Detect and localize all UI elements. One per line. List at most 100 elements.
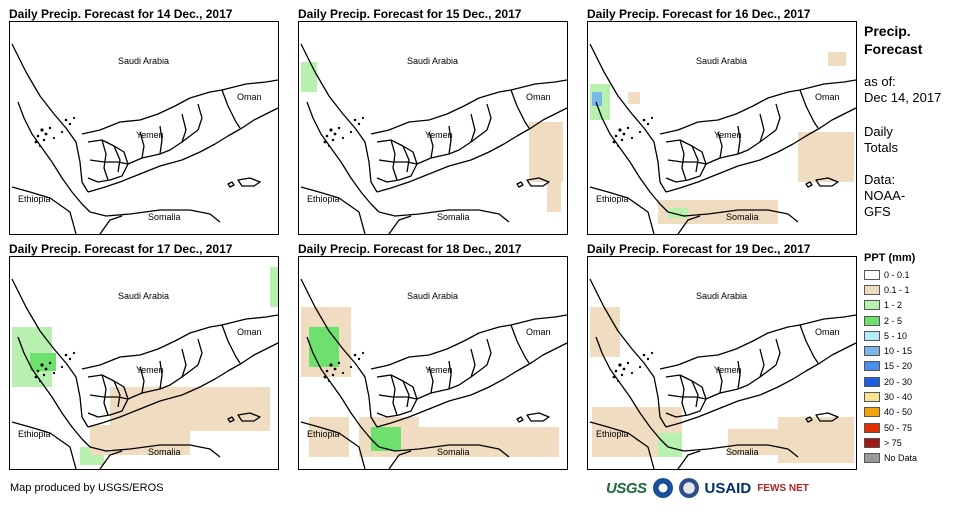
legend-item: 15 - 20 (864, 359, 917, 374)
forecast-panel-18-dec: Daily Precip. Forecast for 18 Dec., 2017… (298, 242, 568, 472)
legend-swatch (864, 453, 880, 464)
info-sidebar: Precip. Forecast as of: Dec 14, 2017 Dai… (864, 22, 964, 220)
label-somalia: Somalia (726, 212, 759, 222)
noaa-logo-icon (652, 478, 673, 498)
legend-item: 2 - 5 (864, 313, 917, 328)
legend-label: 5 - 10 (884, 330, 908, 341)
label-somalia: Somalia (726, 447, 759, 457)
precip-area (547, 182, 561, 212)
map-canvas (300, 278, 567, 469)
legend-item: 0 - 0.1 (864, 267, 917, 282)
map: Saudi Arabia Oman Yemen Ethiopia Somalia (9, 256, 279, 470)
panel-title: Daily Precip. Forecast for 17 Dec., 2017 (9, 242, 233, 256)
dhs-seal-icon (678, 478, 699, 498)
panel-title: Daily Precip. Forecast for 16 Dec., 2017 (587, 7, 811, 21)
map-canvas (300, 43, 567, 234)
map: Saudi Arabia Oman Yemen Ethiopia Somalia (9, 21, 279, 235)
map-canvas (11, 267, 278, 469)
label-somalia: Somalia (148, 212, 181, 222)
map: Saudi Arabia Oman Yemen Ethiopia Somalia (298, 256, 568, 470)
label-yemen: Yemen (136, 130, 164, 140)
asof-date: Dec 14, 2017 (864, 90, 942, 105)
precip-area (590, 307, 620, 357)
legend-item: 0.1 - 1 (864, 282, 917, 297)
label-ethiopia: Ethiopia (307, 429, 340, 439)
label-oman: Oman (815, 327, 840, 337)
legend-label: 0.1 - 1 (884, 284, 910, 295)
precip-area (668, 208, 688, 218)
forecast-panel-19-dec: Daily Precip. Forecast for 19 Dec., 2017… (587, 242, 857, 472)
legend-item: 50 - 75 (864, 420, 917, 435)
precip-area (728, 429, 778, 455)
totals-line2: Totals (864, 140, 898, 155)
heading-line2: Forecast (864, 41, 923, 57)
data-label: Data: (864, 172, 896, 187)
precip-area (301, 62, 317, 92)
label-saudi-arabia: Saudi Arabia (118, 291, 170, 301)
label-oman: Oman (237, 327, 262, 337)
legend-label: 15 - 20 (884, 361, 913, 372)
forecast-panel-14-dec: Daily Precip. Forecast for 14 Dec., 2017… (9, 7, 279, 237)
precip-area (778, 417, 854, 463)
map-credit: Map produced by USGS/EROS (10, 482, 164, 494)
precip-area (309, 417, 349, 457)
legend-swatch (864, 315, 880, 326)
legend-item: 1 - 2 (864, 298, 917, 313)
label-ethiopia: Ethiopia (596, 194, 629, 204)
label-ethiopia: Ethiopia (596, 429, 629, 439)
legend: PPT (mm) 0 - 0.1 0.1 - 1 1 - 2 2 - 5 5 - 10 1… (864, 252, 917, 466)
legend-swatch (864, 300, 880, 311)
forecast-panel-16-dec: Daily Precip. Forecast for 16 Dec., 2017… (587, 7, 857, 237)
label-oman: Oman (815, 92, 840, 102)
data-source-line2: GFS (864, 204, 891, 219)
legend-item: No Data (864, 451, 917, 466)
legend-item: 10 - 15 (864, 343, 917, 358)
label-saudi-arabia: Saudi Arabia (407, 56, 459, 66)
precip-area (628, 92, 640, 104)
label-yemen: Yemen (714, 365, 742, 375)
legend-item: 30 - 40 (864, 389, 917, 404)
legend-label: 1 - 2 (884, 300, 903, 311)
legend-swatch (864, 376, 880, 387)
precip-area (529, 122, 563, 182)
precip-area (30, 353, 56, 371)
label-oman: Oman (237, 92, 262, 102)
precip-area (828, 52, 846, 66)
legend-item: > 75 (864, 435, 917, 450)
legend-items: 0 - 0.1 0.1 - 1 1 - 2 2 - 5 5 - 10 10 - 15 15 … (864, 267, 917, 466)
label-oman: Oman (526, 92, 551, 102)
precip-area (270, 267, 278, 307)
data-source-line1: NOAA- (864, 188, 906, 203)
precip-area (309, 327, 339, 367)
fews-net-logo: FEWS NET (757, 482, 809, 494)
panel-title: Daily Precip. Forecast for 18 Dec., 2017 (298, 242, 522, 256)
legend-item: 40 - 50 (864, 405, 917, 420)
label-saudi-arabia: Saudi Arabia (696, 56, 748, 66)
label-yemen: Yemen (425, 365, 453, 375)
label-saudi-arabia: Saudi Arabia (118, 56, 170, 66)
legend-swatch (864, 407, 880, 418)
legend-label: 20 - 30 (884, 376, 913, 387)
legend-label: 2 - 5 (884, 315, 903, 326)
legend-swatch (864, 346, 880, 357)
legend-item: 20 - 30 (864, 374, 917, 389)
legend-label: 0 - 0.1 (884, 269, 910, 280)
label-oman: Oman (526, 327, 551, 337)
legend-swatch (864, 330, 880, 341)
label-somalia: Somalia (437, 212, 470, 222)
label-saudi-arabia: Saudi Arabia (407, 291, 459, 301)
legend-label: 40 - 50 (884, 407, 913, 418)
map: Saudi Arabia Oman Yemen Ethiopia Somalia (587, 21, 857, 235)
precip-area (592, 92, 602, 106)
precip-area (419, 427, 559, 457)
panel-title: Daily Precip. Forecast for 15 Dec., 2017 (298, 7, 522, 21)
legend-swatch (864, 269, 880, 280)
map: Saudi Arabia Oman Yemen Ethiopia Somalia (298, 21, 568, 235)
legend-label: 30 - 40 (884, 392, 913, 403)
legend-label: No Data (884, 453, 918, 464)
label-yemen: Yemen (136, 365, 164, 375)
asof-label: as of: (864, 74, 896, 89)
precip-area (110, 387, 270, 431)
usaid-logo: USAID (704, 479, 752, 497)
label-ethiopia: Ethiopia (18, 429, 51, 439)
